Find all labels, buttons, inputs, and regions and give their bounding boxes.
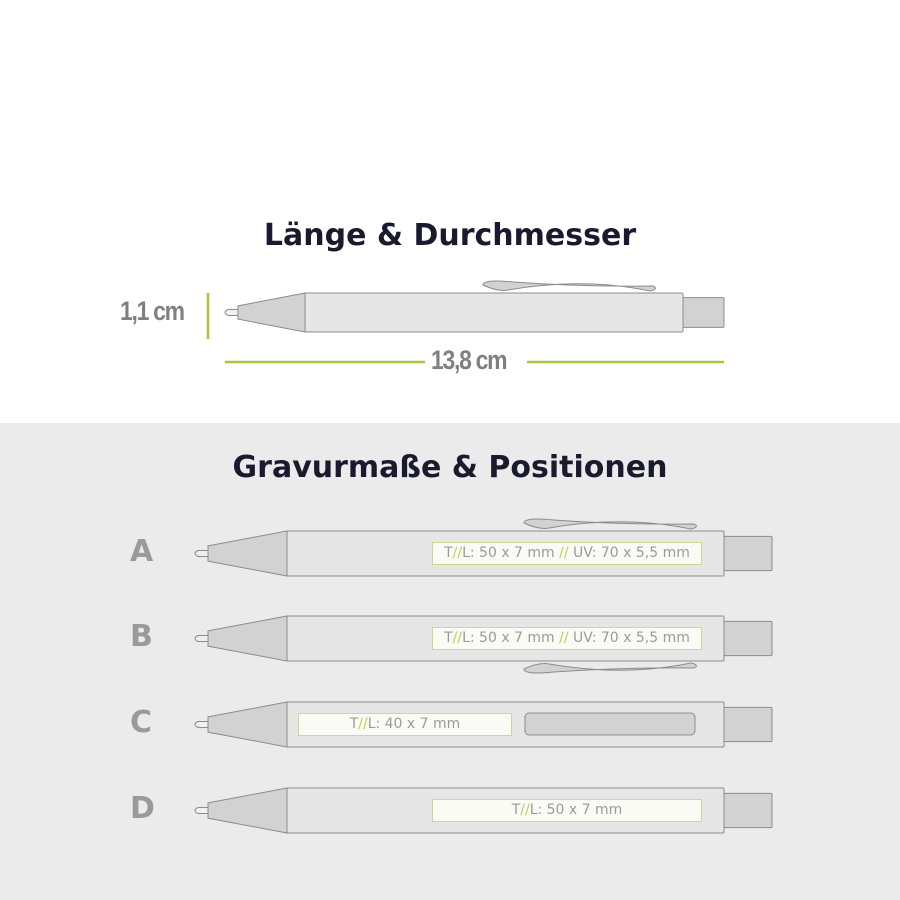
pen-button (723, 792, 773, 829)
length-label: 13,8 cm (431, 345, 508, 375)
engraving-text-sep: // (452, 545, 463, 561)
pen-button (682, 297, 725, 328)
pen-button (723, 535, 773, 572)
position-label: C (130, 705, 153, 740)
engraving-text-rest2: UV: 70 x 5,5 mm (568, 630, 690, 646)
engraving-text-sep: // (358, 716, 368, 732)
engraving-text-sep2: // (559, 630, 569, 646)
position-label: D (130, 791, 155, 826)
position-label: B (130, 619, 153, 654)
engraving-text-tl: T (444, 545, 453, 561)
pen-tip (194, 550, 209, 557)
pen-tip (194, 807, 209, 814)
dimensions-title: Länge & Durchmesser (263, 218, 637, 253)
engraving-text-rest1: L: 50 x 7 mm (529, 802, 623, 818)
pen-clip (482, 280, 656, 292)
pen-cone (207, 530, 288, 577)
engraving-area: T//L: 40 x 7 mm (298, 713, 512, 736)
pen-cone (237, 292, 306, 333)
engraving-text-tl: T (511, 802, 521, 818)
position-label: A (130, 534, 154, 569)
pen-clip (524, 712, 696, 736)
engraving-title: Gravurmaße & Positionen (232, 450, 668, 485)
pen-tip (194, 635, 209, 642)
engraving-area: T//L: 50 x 7 mm // UV: 70 x 5,5 mm (432, 542, 702, 565)
pen-tip (224, 309, 239, 316)
engraving-text-rest1: L: 50 x 7 mm (462, 545, 560, 561)
engraving-area: T//L: 50 x 7 mm // UV: 70 x 5,5 mm (432, 627, 702, 650)
pen-cone (207, 615, 288, 662)
engraving-text-tl: T (444, 630, 453, 646)
pen-cone (207, 701, 288, 748)
pen-cone (207, 787, 288, 834)
engraving-text-rest1: L: 50 x 7 mm (462, 630, 560, 646)
engraving-area: T//L: 50 x 7 mm (432, 799, 702, 822)
dimensions-section (0, 0, 900, 423)
engraving-text-sep2: // (559, 545, 569, 561)
pen-clip (523, 662, 697, 674)
pen-button (723, 706, 773, 743)
engraving-text-tl: T (349, 716, 359, 732)
engraving-text-sep: // (520, 802, 530, 818)
pen-button (723, 620, 773, 657)
engraving-text-rest2: UV: 70 x 5,5 mm (568, 545, 690, 561)
diameter-label: 1,1 cm (120, 296, 185, 326)
pen-tip (194, 721, 209, 728)
engraving-text-sep: // (452, 630, 463, 646)
engraving-text-rest1: L: 40 x 7 mm (367, 716, 461, 732)
pen-body (304, 292, 684, 333)
pen-clip (523, 518, 697, 530)
